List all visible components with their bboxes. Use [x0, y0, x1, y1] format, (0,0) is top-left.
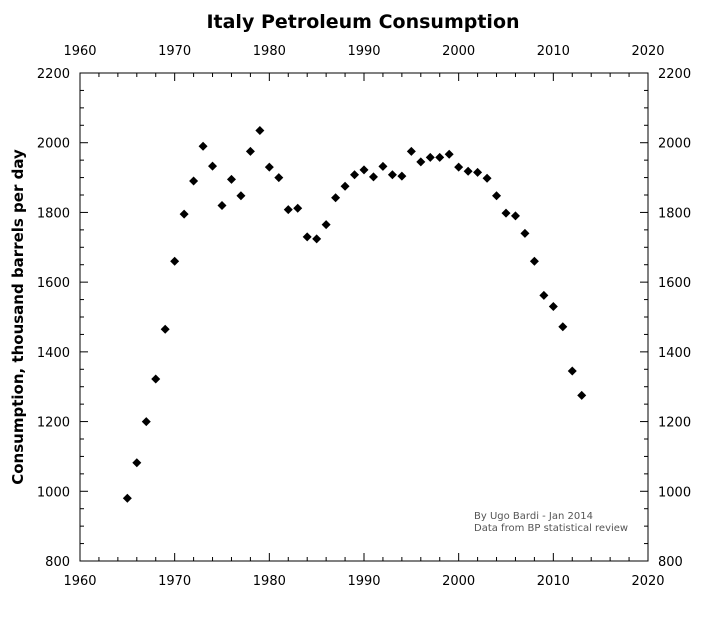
source-annotation: Data from BP statistical review [474, 523, 628, 534]
y-tick-label-right: 2000 [658, 137, 691, 152]
x-tick-label-bottom: 1970 [158, 574, 191, 589]
y-tick-label-left: 1200 [37, 416, 70, 431]
data-point [312, 234, 322, 244]
data-point [482, 173, 492, 183]
data-point [274, 173, 284, 183]
data-point [501, 208, 511, 218]
data-point [141, 417, 151, 427]
data-point [416, 157, 426, 167]
data-point [425, 152, 435, 162]
data-point [189, 176, 199, 186]
data-point [198, 141, 208, 151]
data-point [378, 161, 388, 171]
data-point [151, 374, 161, 384]
data-point [245, 146, 255, 156]
y-axis-label: Consumption, thousand barrels per day [9, 149, 27, 485]
data-point [350, 170, 360, 180]
y-tick-label-right: 1400 [658, 346, 691, 361]
y-tick-label-left: 800 [45, 555, 70, 570]
y-tick-label-right: 800 [658, 555, 683, 570]
data-point [454, 162, 464, 172]
data-point [435, 152, 445, 162]
y-tick-label-right: 1000 [658, 485, 691, 500]
x-tick-label-bottom: 2010 [537, 574, 570, 589]
axes: 1960 1960 1970 1970 1980 1980 1990 1990 2000 2000… [37, 44, 691, 589]
data-point [236, 191, 246, 201]
plot-area [79, 72, 649, 562]
data-point [539, 290, 549, 300]
x-tick-label-bottom: 1960 [63, 574, 96, 589]
data-point [264, 162, 274, 172]
data-point [529, 256, 539, 266]
y-tick-label-right: 2200 [658, 67, 691, 82]
x-tick-label-bottom: 2000 [442, 574, 475, 589]
x-tick-label-bottom: 1990 [347, 574, 380, 589]
data-point [520, 228, 530, 238]
y-tick-label-left: 1400 [37, 346, 70, 361]
y-tick-label-left: 1000 [37, 485, 70, 500]
data-point [132, 458, 142, 468]
data-point [359, 165, 369, 175]
data-point [160, 324, 170, 334]
data-point [548, 302, 558, 312]
y-tick-label-right: 1200 [658, 416, 691, 431]
chart-title: Italy Petroleum Consumption [206, 11, 519, 33]
data-point [321, 220, 331, 230]
data-point [492, 191, 502, 201]
data-point [302, 232, 312, 242]
data-points [122, 126, 587, 503]
data-point [473, 167, 483, 177]
data-point [179, 209, 189, 219]
data-point [208, 161, 218, 171]
data-point [510, 211, 520, 221]
data-point [122, 493, 132, 503]
data-point [444, 149, 454, 159]
data-point [558, 322, 568, 332]
data-point [463, 166, 473, 176]
x-tick-label-top: 2010 [537, 44, 570, 59]
x-tick-label-bottom: 1980 [253, 574, 286, 589]
y-tick-label-left: 1600 [37, 276, 70, 291]
data-point [255, 126, 265, 136]
data-point [293, 203, 303, 213]
x-tick-label-top: 2000 [442, 44, 475, 59]
x-tick-label-top: 1990 [347, 44, 380, 59]
credit-annotation: By Ugo Bardi - Jan 2014 [474, 511, 593, 522]
data-point [406, 146, 416, 156]
data-point [226, 174, 236, 184]
x-tick-label-bottom: 2020 [631, 574, 664, 589]
y-tick-label-right: 1800 [658, 206, 691, 221]
data-point [217, 200, 227, 210]
data-point [170, 256, 180, 266]
x-tick-label-top: 1970 [158, 44, 191, 59]
data-point [331, 193, 341, 203]
data-point [397, 171, 407, 181]
y-tick-label-left: 1800 [37, 206, 70, 221]
data-point [340, 181, 350, 191]
data-point [368, 172, 378, 182]
x-tick-label-top: 1980 [253, 44, 286, 59]
data-point [577, 390, 587, 400]
y-tick-label-right: 1600 [658, 276, 691, 291]
x-tick-label-top: 1960 [63, 44, 96, 59]
data-point [567, 366, 577, 376]
x-tick-label-top: 2020 [631, 44, 664, 59]
data-point [387, 170, 397, 180]
y-tick-label-left: 2000 [37, 137, 70, 152]
y-tick-label-left: 2200 [37, 67, 70, 82]
data-point [283, 205, 293, 215]
